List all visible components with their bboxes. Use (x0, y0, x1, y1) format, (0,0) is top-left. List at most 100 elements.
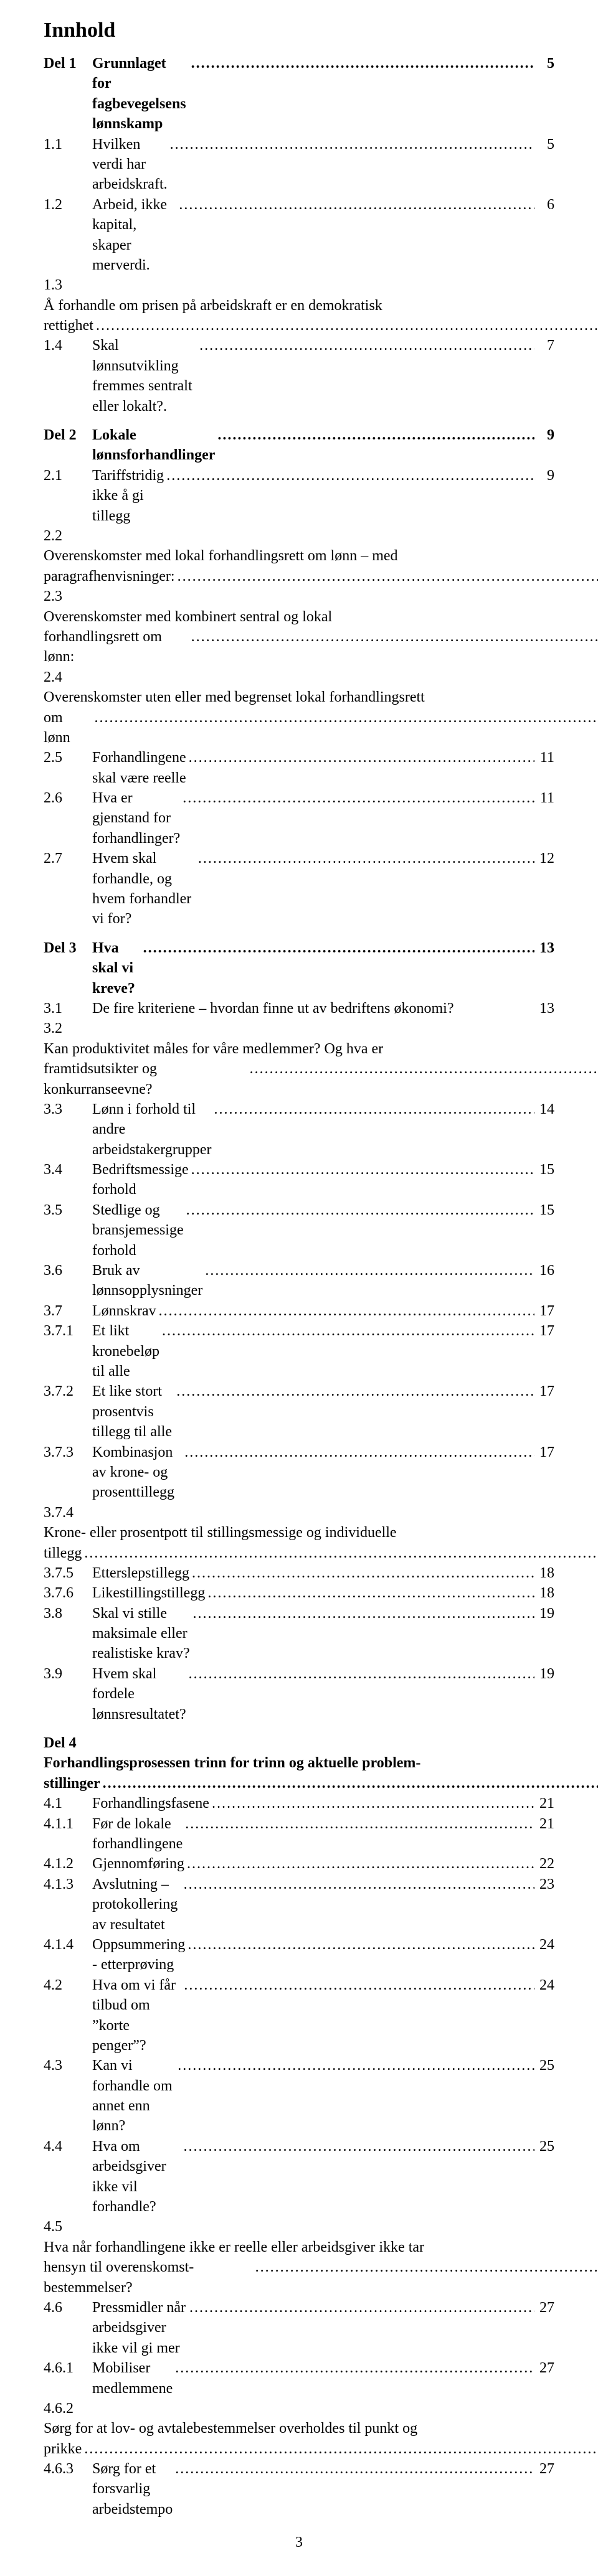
toc-head-text: Grunnlaget for fagbevegelsens lønnskamp (92, 54, 189, 134)
toc-entry: 3.1De fire kriteriene – hvordan finne ut… (44, 999, 554, 1018)
toc-entry-number: 3.7.4 (44, 1503, 92, 1523)
toc-entry-page: 12 (537, 848, 554, 868)
toc-entry: 3.6Bruk av lønnsopplysninger16 (44, 1261, 554, 1301)
toc-entry-text-cont: forhandlingsrett om lønn: (44, 627, 189, 667)
toc-entry-number: 1.3 (44, 275, 92, 295)
toc-entry: 4.1.1Før de lokale forhandlingene21 (44, 1814, 554, 1854)
toc-entry: 2.6Hva er gjenstand for forhandlinger?11 (44, 788, 554, 848)
toc-leader (214, 1099, 534, 1119)
toc-entry-page: 14 (537, 1099, 554, 1119)
toc-root: Del 1Grunnlaget for fagbevegelsens lønns… (44, 54, 554, 2519)
toc-leader (103, 1774, 598, 1793)
toc-leader (178, 566, 598, 586)
toc-entry-text: Før de lokale forhandlingene (92, 1814, 183, 1854)
page-title: Innhold (44, 19, 554, 42)
toc-entry-text: Etterslepstillegg (92, 1563, 189, 1583)
toc-entry: 3.7.5Etterslepstillegg18 (44, 1563, 554, 1583)
toc-leader (186, 1200, 534, 1220)
toc-leader (191, 1160, 534, 1180)
toc-entry: 2.2Overenskomster med lokal forhandlings… (44, 526, 554, 586)
toc-entry: 1.4Skal lønnsutvikling fremmes sentralt … (44, 336, 554, 416)
toc-entry-text: De fire kriteriene – hvordan finne ut av… (92, 999, 453, 1018)
toc-entry: 4.5Hva når forhandlingene ikke er reelle… (44, 2217, 554, 2298)
toc-entry: 4.6.2Sørg for at lov- og avtalebestemmel… (44, 2399, 554, 2459)
toc-leader (175, 2459, 534, 2479)
toc-leader (96, 316, 598, 336)
toc-entry-text: Hva om vi får tilbud om ”korte penger”? (92, 1975, 181, 2056)
toc-entry: 4.1.4Oppsummering - etterprøving24 (44, 1935, 554, 1975)
toc-leader (143, 938, 534, 958)
toc-entry-page: 13 (537, 999, 554, 1018)
toc-leader (207, 1583, 534, 1603)
toc-entry-text: Et likt kronebeløp til alle (92, 1321, 159, 1381)
toc-entry-number: 4.2 (44, 1975, 92, 1995)
toc-entry-text: Gjennomføring (92, 1854, 184, 1874)
toc-entry-number: 3.3 (44, 1099, 92, 1119)
toc-entry-text: Arbeid, ikke kapital, skaper merverdi. (92, 195, 176, 276)
toc-entry-text: Bedriftsmessige forhold (92, 1160, 189, 1200)
toc-entry-text: Forhandlingsfasene (92, 1793, 209, 1813)
toc-entry: 3.8Skal vi stille maksimale eller realis… (44, 1604, 554, 1664)
toc-entry-number: 1.4 (44, 336, 92, 355)
toc-entry: 1.3Å forhandle om prisen på arbeidskraft… (44, 275, 554, 336)
toc-entry-number: 2.5 (44, 748, 92, 768)
toc-entry-text: Stedlige og bransjemessige forhold (92, 1200, 184, 1261)
toc-head-text-cont: stillinger (44, 1774, 100, 1793)
toc-leader (176, 1381, 534, 1401)
toc-entry: 4.4Hva om arbeidsgiver ikke vil forhandl… (44, 2136, 554, 2217)
toc-entry-text: Hva når forhandlingene ikke er reelle el… (44, 2237, 598, 2257)
toc-entry: 2.3Overenskomster med kombinert sentral … (44, 586, 554, 667)
toc-entry-text: Avslutning – protokollering av resultate… (92, 1874, 181, 1935)
toc-section-head: Del 1Grunnlaget for fagbevegelsens lønns… (44, 54, 554, 134)
toc-leader (250, 1059, 598, 1079)
toc-entry-text: Skal lønnsutvikling fremmes sentralt ell… (92, 336, 197, 416)
toc-entry: 1.1Hvilken verdi har arbeidskraft.5 (44, 134, 554, 195)
toc-entry-number: 4.6.2 (44, 2399, 92, 2419)
toc-entry-text-cont: paragrafhenvisninger: (44, 566, 175, 586)
toc-entry-number: 2.3 (44, 586, 92, 606)
toc-entry-text: Hvilken verdi har arbeidskraft. (92, 134, 168, 195)
toc-leader (193, 1604, 534, 1624)
toc-leader (192, 1563, 534, 1583)
toc-entry-text: Oppsummering - etterprøving (92, 1935, 185, 1975)
toc-section-head: Del 3Hva skal vi kreve?13 (44, 938, 554, 999)
toc-entry-text: Tariffstridig ikke å gi tillegg (92, 466, 164, 526)
toc-entry-number: 3.2 (44, 1018, 92, 1038)
toc-leader (162, 1321, 534, 1341)
toc-entry: 4.1.3Avslutning – protokollering av resu… (44, 1874, 554, 1935)
toc-entry-page: 27 (537, 2459, 554, 2479)
toc-entry: 4.6.3Sørg for et forsvarlig arbeidstempo… (44, 2459, 554, 2519)
toc-entry-page: 15 (537, 1160, 554, 1180)
toc-head-page: 9 (537, 425, 554, 445)
toc-entry-text: Kan produktivitet måles for våre medlemm… (44, 1039, 598, 1059)
toc-del-label: Del 4 (44, 1733, 92, 1753)
toc-leader (95, 708, 598, 728)
toc-entry-text: Krone- eller prosentpott til stillingsme… (44, 1523, 598, 1543)
toc-entry-text: Overenskomster uten eller med begrenset … (44, 687, 598, 707)
toc-entry-text: Hvem skal forhandle, og hvem forhandler … (92, 848, 196, 929)
toc-entry-text-cont: hensyn til overenskomst-bestemmelser? (44, 2257, 253, 2298)
toc-entry-number: 3.5 (44, 1200, 92, 1220)
toc-entry-text: Skal vi stille maksimale eller realistis… (92, 1604, 191, 1664)
toc-entry-page: 27 (537, 2298, 554, 2318)
toc-entry-text: Et like stort prosentvis tillegg til all… (92, 1381, 174, 1442)
toc-entry: 4.6.1Mobiliser medlemmene27 (44, 2358, 554, 2399)
page-number: 3 (44, 2534, 554, 2551)
toc-entry-number: 3.4 (44, 1160, 92, 1180)
toc-entry-text: Forhandlingene skal være reelle (92, 748, 186, 788)
toc-entry: 3.7.4Krone- eller prosentpott til stilli… (44, 1503, 554, 1563)
toc-leader (184, 2136, 534, 2156)
toc-entry: 3.7Lønnskrav17 (44, 1301, 554, 1321)
toc-entry: 3.5Stedlige og bransjemessige forhold 15 (44, 1200, 554, 1261)
toc-entry-page: 11 (537, 748, 554, 768)
toc-entry-text-cont: tillegg (44, 1543, 82, 1563)
toc-entry-text-cont: om lønn (44, 708, 92, 748)
toc-entry-number: 2.4 (44, 667, 92, 687)
toc-entry-number: 4.4 (44, 2136, 92, 2156)
toc-entry-text: Lønn i forhold til andre arbeidstakergru… (92, 1099, 211, 1160)
toc-entry-number: 3.7.3 (44, 1442, 92, 1462)
toc-entry-page: 15 (537, 1200, 554, 1220)
toc-entry-number: 4.6.3 (44, 2459, 92, 2479)
toc-entry-page: 22 (537, 1854, 554, 1874)
toc-entry-text: Sørg for et forsvarlig arbeidstempo (92, 2459, 173, 2519)
